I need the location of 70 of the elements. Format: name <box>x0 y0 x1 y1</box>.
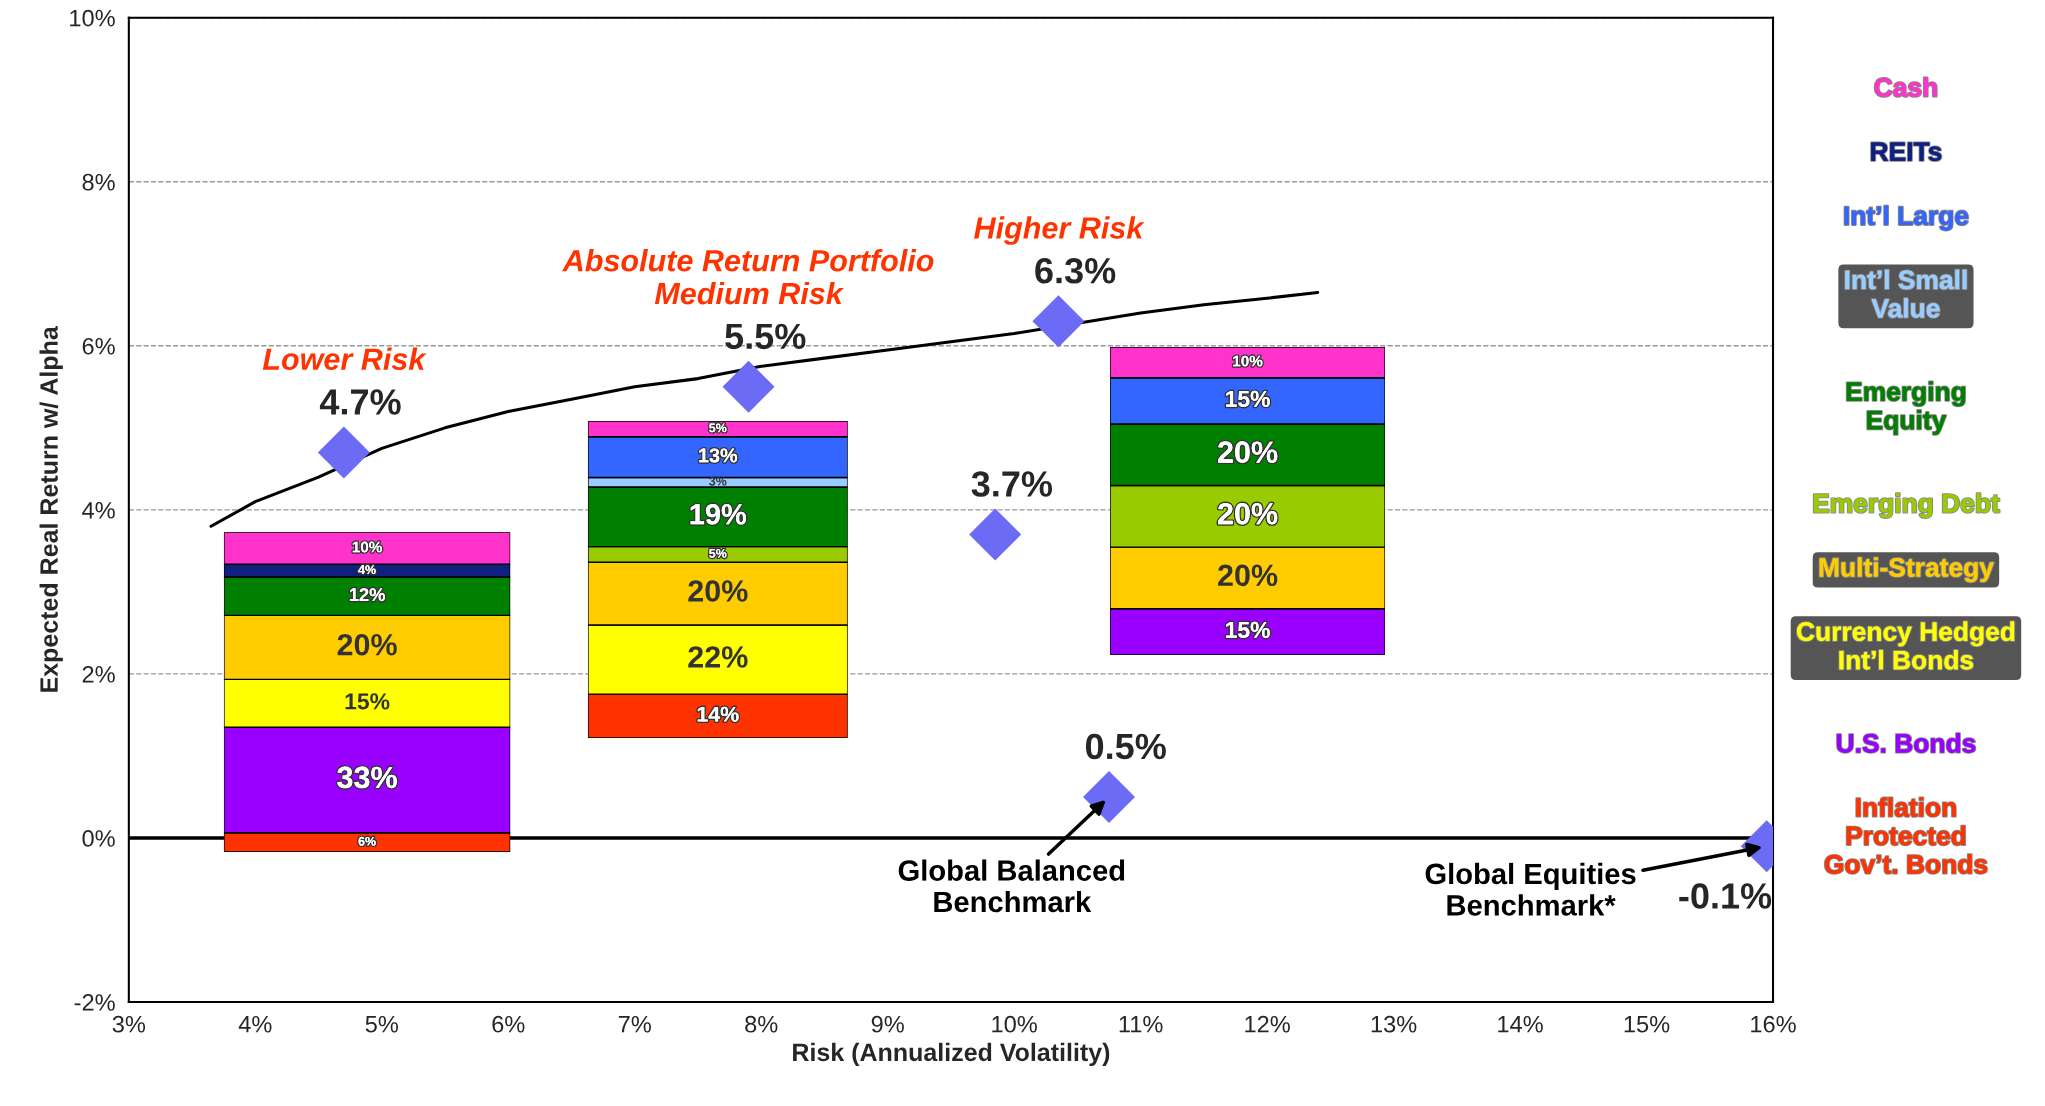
data-label: 3% <box>709 476 727 486</box>
text: Multi-Strategy <box>1819 557 1994 583</box>
text: U.S. Bonds <box>1837 733 1976 753</box>
annotation: Higher Risk <box>974 216 1145 245</box>
y-tick-label: 6% <box>82 337 115 355</box>
point <box>722 360 775 413</box>
data-label: 4% <box>358 565 376 574</box>
annotation: Lower Risk <box>262 347 427 371</box>
data-label: 5% <box>709 548 727 558</box>
y-tick-label: 0% <box>82 830 115 847</box>
x-axis-title: Risk (Annualized Volatility) <box>793 1042 1110 1067</box>
data-label: 6.3% <box>1035 257 1116 284</box>
data-label: 3.7% <box>971 471 1053 497</box>
y-tick-label: 10% <box>70 9 115 27</box>
data-label: -0.1% <box>1679 883 1772 909</box>
x-tick-label: 7% <box>618 1015 651 1033</box>
text: REITs <box>1871 142 1942 161</box>
data-label: 19% <box>690 504 747 525</box>
data-label: 20% <box>1218 564 1278 587</box>
x-tick-label: 12% <box>1245 1015 1290 1033</box>
point <box>969 508 1022 561</box>
x-tick-label: 13% <box>1371 1015 1417 1033</box>
data-label: 5.5% <box>725 323 806 350</box>
data-label: 15% <box>1226 390 1270 408</box>
data-label: 6% <box>358 836 376 846</box>
data-label: 5% <box>709 423 727 433</box>
text: Inflation Protected Gov’t. Bonds <box>1824 797 1987 874</box>
y-tick-label: -2% <box>74 994 115 1011</box>
x-tick-label: 14% <box>1498 1015 1543 1033</box>
text: Emerging Equity <box>1846 381 1966 435</box>
x-tick-label: 8% <box>745 1015 778 1033</box>
x-tick-label: 3% <box>112 1015 146 1033</box>
data-label: 12% <box>349 588 385 602</box>
data-label: 20% <box>337 633 397 656</box>
x-tick-label: 11% <box>1119 1015 1163 1033</box>
y-tick-label: 4% <box>82 502 115 519</box>
text: Emerging Debt <box>1813 493 2000 518</box>
data-label: 22% <box>688 646 748 668</box>
annotation: Global Balanced Benchmark <box>898 859 1125 913</box>
y-axis-title: Expected Real Return w/ Alpha <box>39 326 63 692</box>
text: Int’l Large <box>1844 205 1969 231</box>
x-tick-label: 10% <box>992 1015 1037 1033</box>
data-label: 20% <box>688 580 748 602</box>
x-tick-label: 15% <box>1624 1015 1670 1033</box>
data-label: 0.5% <box>1085 733 1166 760</box>
data-label: 13% <box>699 448 738 463</box>
data-label: 15% <box>345 693 390 710</box>
data-label: 20% <box>1218 441 1278 463</box>
data-label: 4.7% <box>319 389 401 415</box>
text: Cash <box>1874 77 1937 97</box>
x-tick-label: 4% <box>238 1015 272 1033</box>
data-label: 20% <box>1218 502 1278 525</box>
data-label: 10% <box>1233 355 1263 367</box>
data-label: 15% <box>1226 621 1270 639</box>
x-tick-label: 5% <box>365 1015 399 1033</box>
point <box>1083 770 1135 823</box>
y-tick-label: 2% <box>82 665 115 683</box>
data-label: 14% <box>697 706 739 722</box>
text: Int’l Small Value <box>1845 269 1967 318</box>
text: Currency Hedged Int’l Bonds <box>1797 621 2015 670</box>
x-tick-label: 16% <box>1751 1015 1796 1033</box>
point <box>1032 295 1085 348</box>
x-tick-label: 6% <box>492 1015 525 1033</box>
y-tick-label: 8% <box>82 173 115 191</box>
annotation: Global Equities Benchmark* <box>1425 862 1636 916</box>
data-label: 33% <box>337 766 397 789</box>
point <box>317 426 370 479</box>
annotation: Absolute Return Portfolio Medium Risk <box>562 249 934 305</box>
data-label: 10% <box>352 541 382 553</box>
x-tick-label: 9% <box>871 1015 904 1033</box>
